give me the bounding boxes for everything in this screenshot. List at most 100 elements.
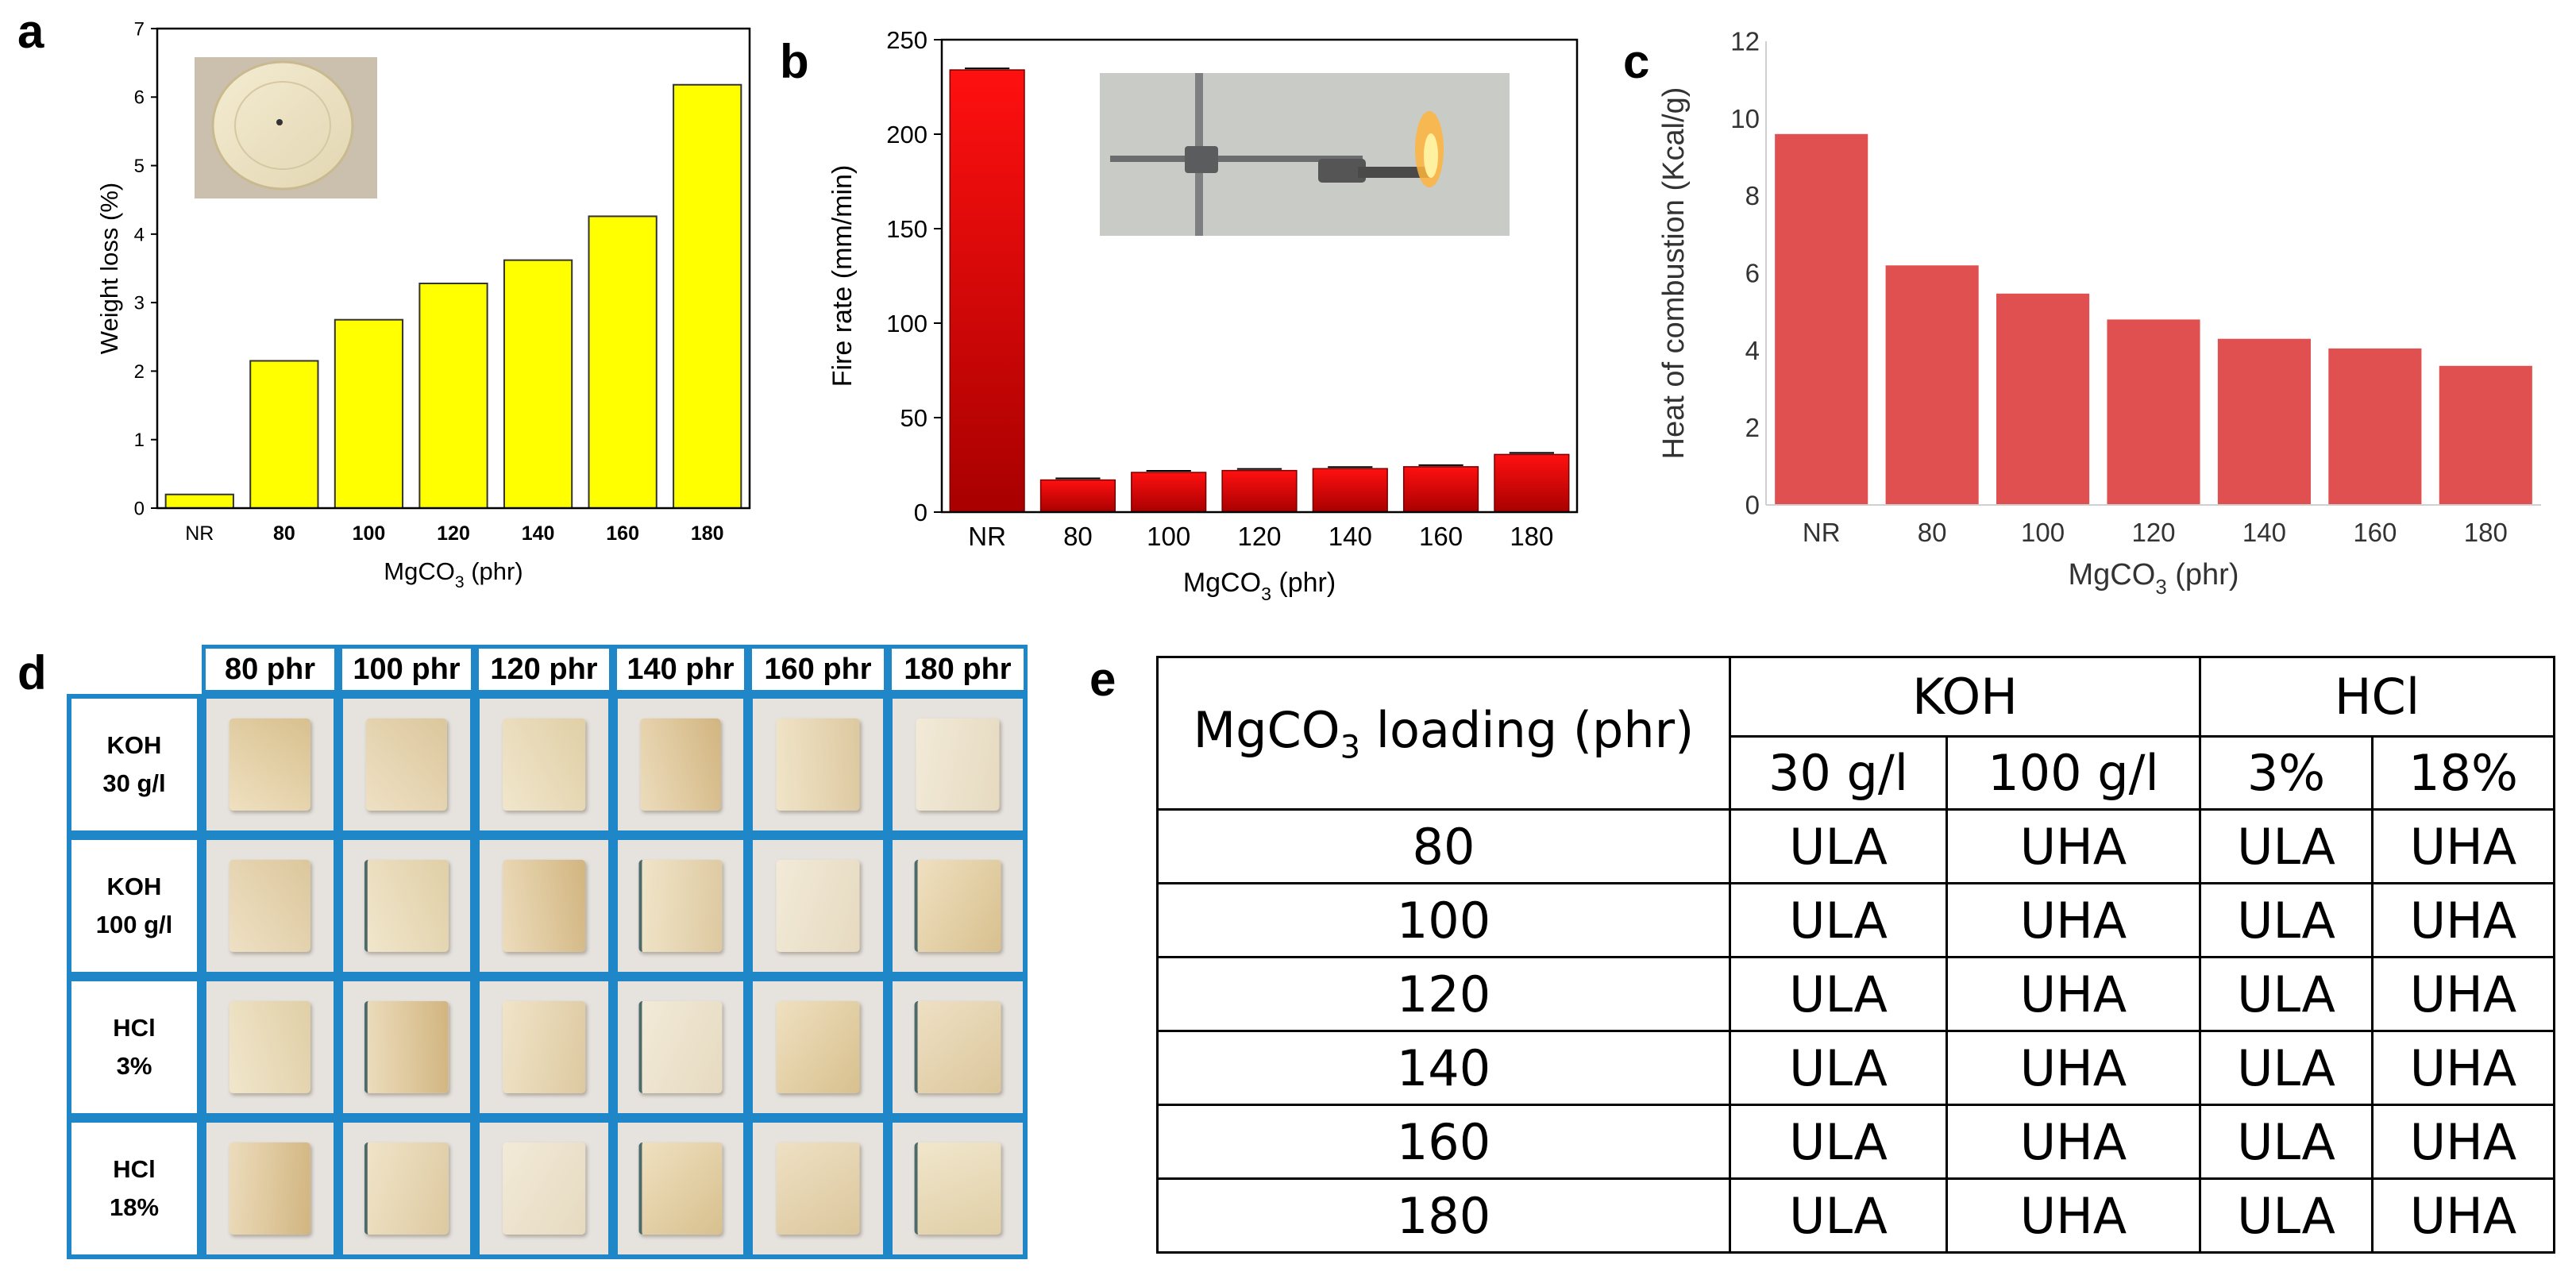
panel-e-table: MgCO3 loading (phr) KOH HCl 30 g/l 100 g… <box>1156 656 2555 1254</box>
x-tick-label: 140 <box>2242 518 2286 547</box>
bar <box>2328 348 2422 505</box>
x-tick-label: 160 <box>2353 518 2397 547</box>
y-tick-label: 200 <box>886 121 927 148</box>
y-axis-label: Heat of combustion (Kcal/g) <box>1657 87 1691 460</box>
x-tick-label: 180 <box>691 522 724 545</box>
table-cell: UHA <box>1945 882 2201 958</box>
sample-photo <box>613 694 748 835</box>
table-cell: ULA <box>2199 882 2374 958</box>
table-row-loading: 80 <box>1156 808 1731 884</box>
table-row-loading: 180 <box>1156 1177 1731 1254</box>
bar <box>249 360 319 509</box>
row-label: KOH 30 g/l <box>67 694 202 835</box>
sample-square <box>229 1000 311 1094</box>
table-row: 140 ULA UHA ULA UHA <box>1156 1030 2555 1106</box>
panel-letter-c: c <box>1623 35 1650 88</box>
table-cell: ULA <box>2199 956 2374 1032</box>
sample-photo <box>475 1118 613 1259</box>
sample-photo <box>202 1118 338 1259</box>
sample-square <box>364 1000 449 1094</box>
sample-square <box>916 718 1000 811</box>
sample-square <box>638 859 723 953</box>
column-header: 180 phr <box>888 645 1028 694</box>
row-label-line: KOH <box>106 872 162 900</box>
y-tick-label: 2 <box>134 361 145 383</box>
x-tick-label: 120 <box>437 522 470 545</box>
table-cell: UHA <box>2371 1030 2555 1106</box>
y-tick-label: 150 <box>886 215 927 243</box>
table-corner-sub: 3 <box>1340 729 1361 766</box>
y-tick-label: 100 <box>886 310 927 337</box>
sample-square <box>638 1142 723 1235</box>
x-tick-label: NR <box>968 522 1006 551</box>
row-label-line: HCl <box>113 1154 156 1183</box>
sample-square <box>638 1000 723 1094</box>
sample-square <box>640 718 721 811</box>
table-cell: UHA <box>2371 1104 2555 1180</box>
table-corner-suffix: loading (phr) <box>1360 700 1695 759</box>
y-tick-label: 4 <box>1745 336 1760 365</box>
table-cell: UHA <box>1945 1030 2201 1106</box>
row-label: KOH 100 g/l <box>67 835 202 977</box>
sample-square <box>914 1000 1001 1094</box>
sample-photo <box>338 835 475 977</box>
sample-square <box>365 718 448 811</box>
sample-square <box>776 718 860 811</box>
sample-photo <box>888 694 1028 835</box>
bar <box>588 215 657 509</box>
sample-photo <box>202 977 338 1118</box>
panel-letter-a: a <box>17 5 44 58</box>
x-tick-label: 80 <box>1918 518 1947 547</box>
table-cell: ULA <box>1729 956 1948 1032</box>
table-group-header-koh: KOH <box>1729 656 2201 738</box>
table-cell: ULA <box>2199 808 2374 884</box>
y-tick-label: 6 <box>1745 259 1760 288</box>
x-tick-label: 120 <box>2131 518 2175 547</box>
sample-square <box>776 859 860 953</box>
sample-square <box>776 1000 860 1094</box>
sample-photo <box>748 835 888 977</box>
table-cell: UHA <box>1945 1177 2201 1254</box>
inset-photo-burning <box>1100 73 1510 236</box>
x-tick-label: NR <box>185 522 214 545</box>
bar <box>949 69 1025 513</box>
y-tick-label: 50 <box>900 404 927 432</box>
bar <box>1885 265 1979 505</box>
y-tick-label: 3 <box>134 293 145 314</box>
table-cell: ULA <box>2199 1177 2374 1254</box>
table-cell: UHA <box>2371 1177 2555 1254</box>
bar <box>503 259 573 509</box>
sample-photo <box>888 1118 1028 1259</box>
bar <box>2439 365 2532 505</box>
table-row: 100 ULA UHA ULA UHA <box>1156 882 2555 958</box>
sample-photo <box>613 1118 748 1259</box>
table-subheader: 3% <box>2199 735 2374 811</box>
plot-frame <box>156 27 751 510</box>
sample-photo <box>475 977 613 1118</box>
x-tick-label: 80 <box>273 522 295 545</box>
bar <box>334 318 404 510</box>
column-header: 140 phr <box>613 645 748 694</box>
x-tick-label: 160 <box>1419 522 1463 551</box>
x-axis-label: MgCO3 (phr) <box>384 557 523 591</box>
x-tick-label: 160 <box>606 522 639 545</box>
bar <box>1775 133 1868 506</box>
panel-letter-b: b <box>780 35 809 88</box>
table-cell: ULA <box>2199 1030 2374 1106</box>
y-tick-label: 4 <box>134 224 145 245</box>
chart-b: 0 50 100 150 200 250 NR 80 100 120 140 160 180 MgCO3 … <box>827 26 1579 604</box>
sample-photo <box>888 977 1028 1118</box>
sample-photo <box>338 694 475 835</box>
bar <box>1996 293 2090 505</box>
row-label: HCl 18% <box>67 1118 202 1259</box>
table-row: 80 ULA UHA ULA UHA <box>1156 808 2555 884</box>
y-tick-label: 10 <box>1730 104 1760 133</box>
x-axis-label: MgCO3 (phr) <box>2069 558 2239 599</box>
y-tick-label: 5 <box>134 156 145 177</box>
inset-photo-disc <box>195 57 377 198</box>
y-tick-label: 12 <box>1730 27 1760 56</box>
column-header: 80 phr <box>202 645 338 694</box>
sample-photo <box>202 694 338 835</box>
chart-a: 0 1 2 3 4 5 6 7 NR 80 100 120 140 160 180 MgCO3 (phr) We… <box>95 18 751 591</box>
row-label: HCl 3% <box>67 977 202 1118</box>
